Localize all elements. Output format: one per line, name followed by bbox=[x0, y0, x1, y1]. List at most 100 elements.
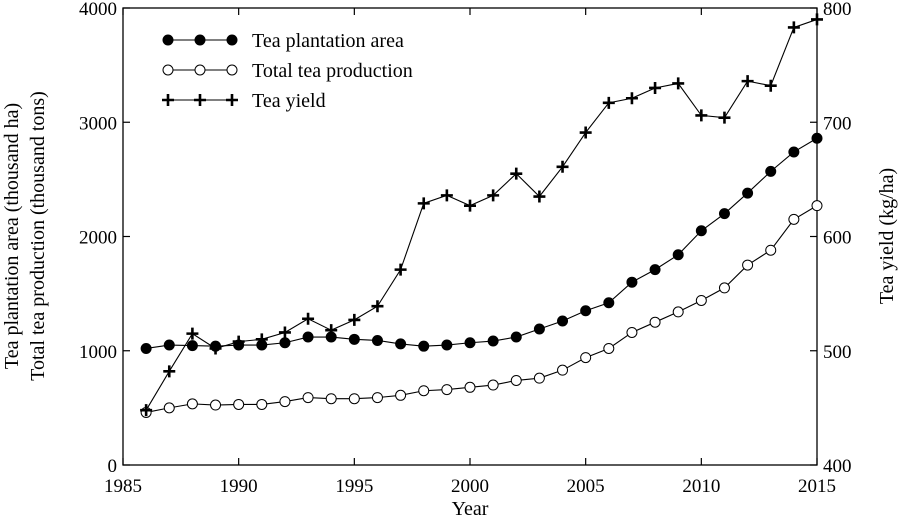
legend-marker bbox=[226, 94, 238, 106]
data-point bbox=[788, 146, 800, 158]
legend-marker bbox=[194, 34, 206, 46]
data-point bbox=[765, 244, 777, 256]
legend-label: Tea plantation area bbox=[252, 30, 404, 52]
data-point bbox=[579, 126, 592, 139]
y-right-tick-label: 500 bbox=[823, 342, 852, 363]
data-point bbox=[741, 75, 754, 88]
y-left-tick-label: 3000 bbox=[79, 113, 117, 134]
y-right-tick-label: 600 bbox=[823, 228, 852, 249]
data-point bbox=[811, 13, 823, 26]
data-point bbox=[140, 404, 153, 417]
data-point bbox=[278, 326, 291, 339]
data-point bbox=[510, 374, 522, 386]
data-point bbox=[186, 340, 198, 352]
data-point bbox=[811, 200, 823, 212]
data-point bbox=[557, 315, 569, 327]
data-point bbox=[186, 398, 198, 410]
x-tick-label: 2005 bbox=[567, 476, 605, 497]
data-point bbox=[718, 282, 730, 294]
data-point bbox=[672, 77, 685, 90]
data-point bbox=[302, 392, 314, 404]
legend-marker bbox=[226, 64, 238, 76]
y-right-tick-label: 700 bbox=[823, 113, 852, 134]
data-point bbox=[163, 402, 175, 414]
data-point bbox=[348, 333, 360, 345]
data-point bbox=[764, 79, 777, 92]
data-point bbox=[649, 264, 661, 276]
data-point bbox=[603, 342, 615, 354]
data-point bbox=[718, 111, 731, 124]
axes-layer: 1985 1990 1995 2000 2005 2010 2015 0 1000 2000 300… bbox=[79, 0, 852, 497]
data-point bbox=[487, 189, 500, 202]
data-point bbox=[626, 326, 638, 338]
y-right-tick-label: 800 bbox=[823, 0, 852, 20]
x-tick-label: 1995 bbox=[335, 476, 373, 497]
legend-label: Tea yield bbox=[252, 90, 326, 112]
series-line bbox=[146, 137, 818, 350]
plot-frame bbox=[122, 7, 818, 466]
legend-item: Tea yield bbox=[162, 90, 326, 112]
data-point bbox=[418, 340, 430, 352]
data-point bbox=[464, 199, 476, 212]
data-point bbox=[441, 339, 453, 351]
data-point bbox=[718, 208, 730, 220]
data-point bbox=[625, 92, 638, 105]
data-point bbox=[556, 160, 569, 173]
data-point bbox=[487, 379, 499, 391]
x-tick-label: 1985 bbox=[104, 476, 142, 497]
data-point bbox=[210, 399, 222, 411]
data-point bbox=[464, 381, 476, 393]
y-left-tick-label: 0 bbox=[108, 456, 118, 477]
data-point bbox=[186, 327, 199, 340]
series-line bbox=[146, 205, 818, 413]
data-point bbox=[626, 276, 638, 288]
data-point bbox=[371, 392, 383, 404]
data-point bbox=[510, 167, 523, 180]
data-point bbox=[533, 323, 545, 335]
x-axis-label: Year bbox=[452, 498, 489, 520]
data-point bbox=[580, 352, 592, 364]
data-point bbox=[695, 109, 708, 122]
data-point bbox=[649, 316, 661, 328]
data-point bbox=[232, 335, 245, 348]
x-tick-label: 2000 bbox=[451, 476, 489, 497]
y-right-axis-label: Tea yield (kg/ha) bbox=[876, 168, 898, 304]
data-point bbox=[765, 165, 777, 177]
data-point bbox=[371, 334, 383, 346]
y-left-tick-label: 2000 bbox=[79, 228, 117, 249]
data-point bbox=[395, 338, 407, 350]
legend-item: Tea plantation area bbox=[162, 30, 404, 52]
legend-item: Total tea production bbox=[162, 60, 413, 82]
series-layer bbox=[140, 13, 823, 418]
data-point bbox=[163, 365, 176, 378]
data-point bbox=[348, 313, 361, 326]
data-point bbox=[811, 132, 823, 144]
legend-marker bbox=[226, 34, 238, 46]
y-left-tick-label: 1000 bbox=[79, 342, 117, 363]
legend-marker bbox=[162, 94, 174, 106]
series-1 bbox=[140, 200, 823, 418]
legend: Tea plantation area Total tea production T… bbox=[162, 30, 413, 112]
x-tick-label: 2010 bbox=[682, 476, 720, 497]
legend-marker bbox=[162, 64, 174, 76]
data-point bbox=[325, 324, 338, 337]
data-point bbox=[302, 331, 314, 343]
data-point bbox=[348, 393, 360, 405]
data-point bbox=[557, 364, 569, 376]
series-2 bbox=[140, 13, 823, 417]
data-point bbox=[788, 213, 800, 225]
x-tick-label: 1990 bbox=[220, 476, 258, 497]
legend-marker bbox=[194, 64, 206, 76]
data-point bbox=[140, 342, 152, 354]
data-point bbox=[302, 312, 315, 325]
data-point bbox=[787, 21, 800, 34]
data-point bbox=[487, 335, 499, 347]
data-point bbox=[672, 306, 684, 318]
data-point bbox=[695, 225, 707, 237]
data-point bbox=[510, 331, 522, 343]
series-0 bbox=[140, 132, 823, 354]
data-point bbox=[742, 259, 754, 271]
data-point bbox=[371, 300, 384, 313]
data-point bbox=[603, 297, 615, 309]
